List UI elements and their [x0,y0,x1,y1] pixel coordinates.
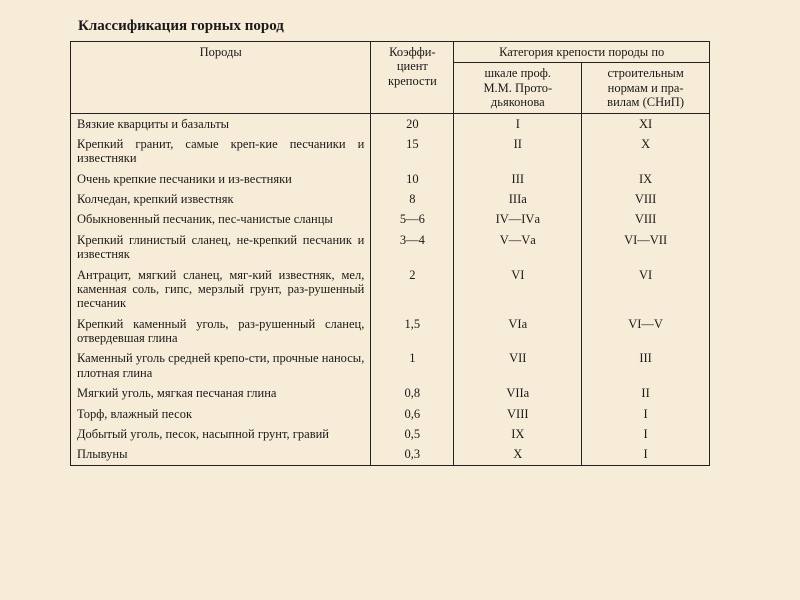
cell-rock: Очень крепкие песчаники и из-вестняки [71,169,371,189]
table-row: Плывуны0,3XI [71,444,710,465]
col-snip: строительным нормам и пра- вилам (СНиП) [582,63,710,113]
cell-coeff: 2 [371,265,454,314]
cell-snip: I [582,444,710,465]
cell-snip: VIII [582,209,710,229]
col-category-group: Категория крепости породы по [454,42,710,63]
cell-snip: IX [582,169,710,189]
cell-rock: Крепкий глинистый сланец, не-крепкий пес… [71,230,371,265]
cell-coeff: 15 [371,134,454,169]
cell-coeff: 0,8 [371,383,454,403]
cell-rock: Каменный уголь средней крепо-сти, прочны… [71,348,371,383]
cell-scale: I [454,113,582,134]
col-rock: Породы [71,42,371,114]
cell-snip: VI—VII [582,230,710,265]
cell-rock: Колчедан, крепкий известняк [71,189,371,209]
table-row: Крепкий каменный уголь, раз-рушенный сла… [71,314,710,349]
table-row: Антрацит, мягкий сланец, мяг-кий известн… [71,265,710,314]
cell-rock: Плывуны [71,444,371,465]
cell-rock: Крепкий гранит, самые креп-кие песчаники… [71,134,371,169]
cell-scale: IV—IVа [454,209,582,229]
cell-snip: III [582,348,710,383]
cell-rock: Вязкие кварциты и базальты [71,113,371,134]
document-page: Классификация горных пород Породы Коэффи… [0,0,800,600]
cell-scale: VI [454,265,582,314]
cell-scale: IX [454,424,582,444]
cell-coeff: 5—6 [371,209,454,229]
table-row: Колчедан, крепкий известняк8IIIаVIII [71,189,710,209]
cell-scale: III [454,169,582,189]
cell-snip: XI [582,113,710,134]
cell-coeff: 1 [371,348,454,383]
col-coeff-label: Коэффи- циент крепости [388,45,437,88]
col-coeff: Коэффи- циент крепости [371,42,454,114]
cell-scale: VIа [454,314,582,349]
cell-rock: Мягкий уголь, мягкая песчаная глина [71,383,371,403]
table-header: Породы Коэффи- циент крепости Категория … [71,42,710,114]
cell-coeff: 0,3 [371,444,454,465]
cell-snip: VI [582,265,710,314]
cell-rock: Торф, влажный песок [71,404,371,424]
cell-snip: X [582,134,710,169]
cell-rock: Добытый уголь, песок, насыпной грунт, гр… [71,424,371,444]
cell-coeff: 3—4 [371,230,454,265]
cell-scale: II [454,134,582,169]
table-row: Крепкий гранит, самые креп-кие песчаники… [71,134,710,169]
cell-coeff: 0,5 [371,424,454,444]
table-row: Обыкновенный песчаник, пес-чанистые слан… [71,209,710,229]
table-row: Торф, влажный песок0,6VIIII [71,404,710,424]
page-title: Классификация горных пород [78,18,730,35]
cell-rock: Крепкий каменный уголь, раз-рушенный сла… [71,314,371,349]
cell-coeff: 1,5 [371,314,454,349]
cell-coeff: 8 [371,189,454,209]
col-scale-label: шкале проф. М.М. Прото- дьяконова [483,66,552,109]
col-scale: шкале проф. М.М. Прото- дьяконова [454,63,582,113]
cell-snip: I [582,424,710,444]
table-row: Крепкий глинистый сланец, не-крепкий пес… [71,230,710,265]
table-row: Добытый уголь, песок, насыпной грунт, гр… [71,424,710,444]
cell-scale: IIIа [454,189,582,209]
cell-coeff: 20 [371,113,454,134]
cell-snip: VIII [582,189,710,209]
table-row: Мягкий уголь, мягкая песчаная глина0,8VI… [71,383,710,403]
cell-coeff: 10 [371,169,454,189]
cell-scale: VII [454,348,582,383]
cell-scale: VIIа [454,383,582,403]
cell-coeff: 0,6 [371,404,454,424]
cell-scale: X [454,444,582,465]
cell-rock: Обыкновенный песчаник, пес-чанистые слан… [71,209,371,229]
table-row: Вязкие кварциты и базальты20IXI [71,113,710,134]
cell-snip: II [582,383,710,403]
col-snip-label: строительным нормам и пра- вилам (СНиП) [607,66,684,109]
cell-scale: V—Vа [454,230,582,265]
cell-snip: VI—V [582,314,710,349]
table-row: Очень крепкие песчаники и из-вестняки10I… [71,169,710,189]
table-body: Вязкие кварциты и базальты20IXIКрепкий г… [71,113,710,465]
classification-table: Породы Коэффи- циент крепости Категория … [70,41,710,466]
table-row: Каменный уголь средней крепо-сти, прочны… [71,348,710,383]
cell-rock: Антрацит, мягкий сланец, мяг-кий известн… [71,265,371,314]
cell-snip: I [582,404,710,424]
cell-scale: VIII [454,404,582,424]
